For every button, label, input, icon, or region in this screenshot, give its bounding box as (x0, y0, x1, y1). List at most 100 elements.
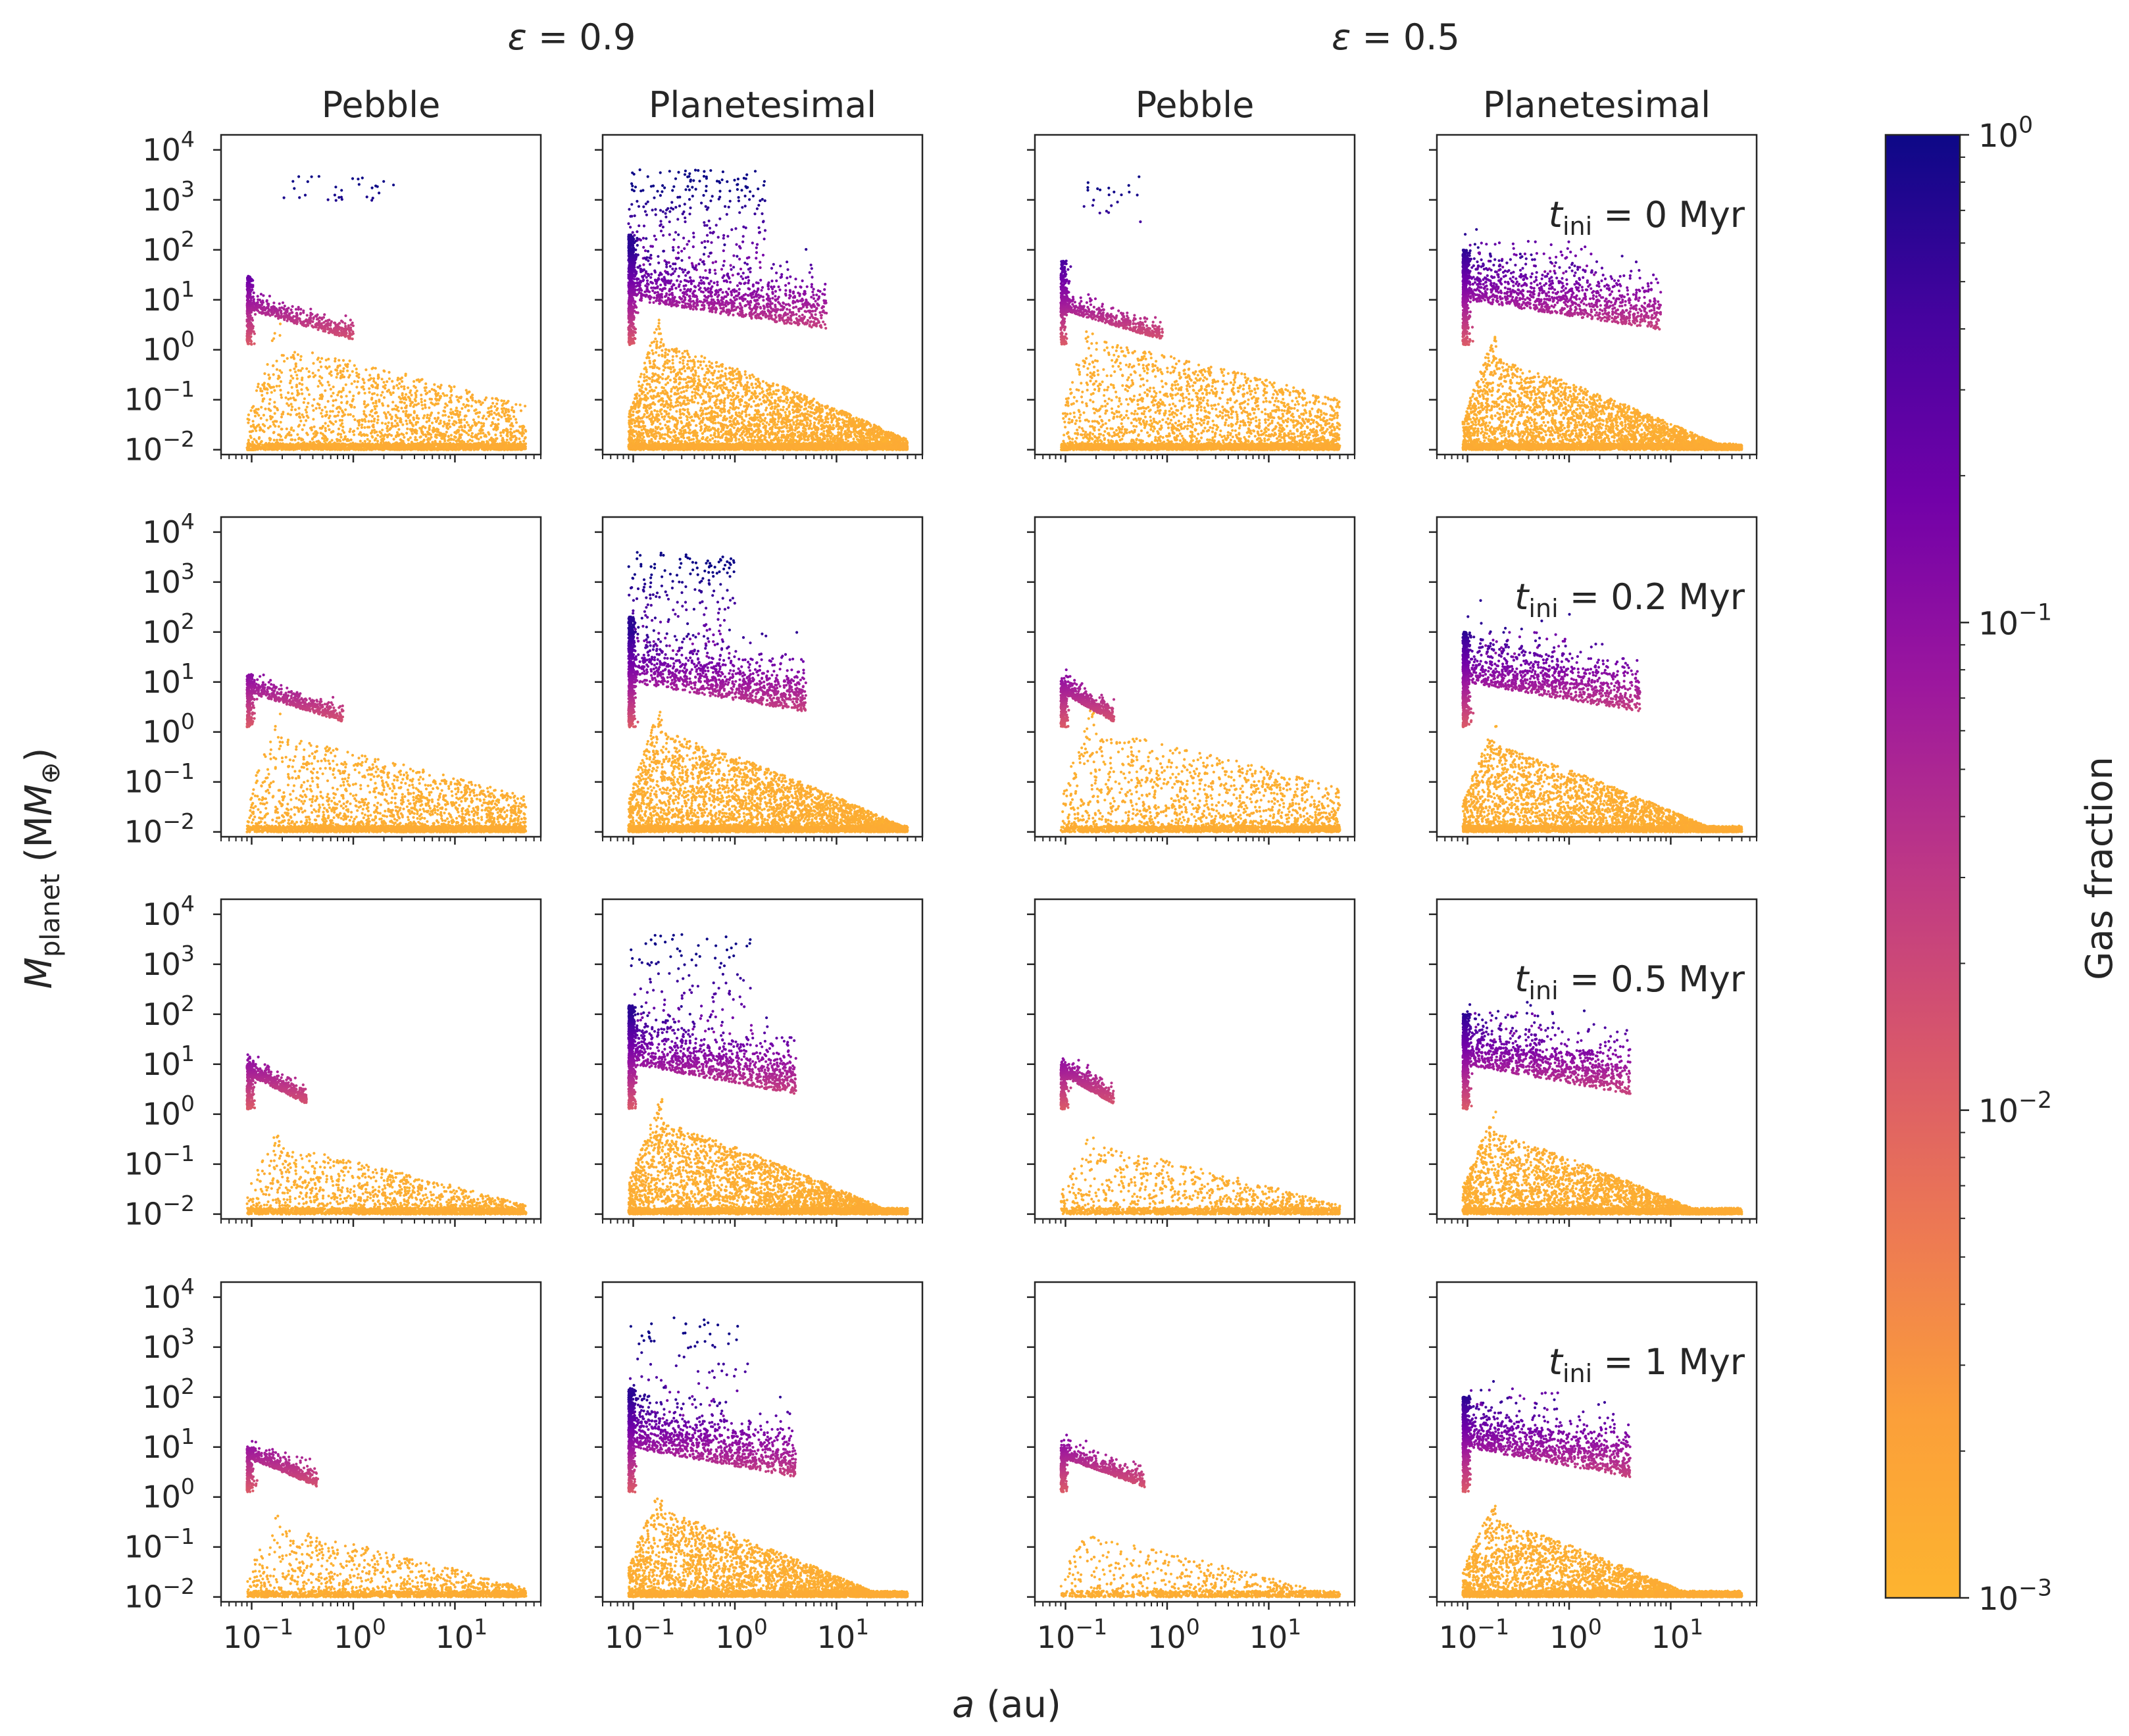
data-point (406, 428, 409, 430)
data-point (268, 398, 271, 401)
data-point (449, 445, 451, 448)
data-point (259, 389, 262, 392)
data-point (309, 441, 311, 443)
data-point (317, 357, 320, 359)
data-point (520, 409, 522, 412)
data-point (388, 443, 391, 445)
data-point (450, 401, 453, 403)
data-point (338, 428, 340, 430)
data-point (434, 440, 436, 443)
data-point (666, 440, 668, 443)
data-point (505, 418, 507, 420)
data-point (263, 306, 265, 309)
data-point (327, 424, 330, 427)
data-point (319, 427, 322, 430)
data-point (247, 414, 250, 416)
data-point (465, 389, 468, 391)
data-point (511, 406, 514, 409)
data-point (388, 378, 391, 380)
data-point (375, 431, 378, 434)
data-point (320, 397, 323, 400)
data-point (313, 443, 315, 445)
data-point (437, 412, 439, 414)
data-point (247, 422, 249, 424)
data-point (435, 420, 438, 423)
data-point (410, 394, 413, 397)
data-point (345, 384, 347, 386)
data-point (395, 444, 397, 447)
data-point (521, 434, 524, 437)
data-point (433, 389, 436, 391)
data-point (289, 413, 292, 416)
data-point (276, 439, 278, 441)
data-point (257, 295, 259, 297)
data-point (639, 376, 641, 378)
data-point (503, 407, 505, 410)
data-point (346, 401, 349, 403)
data-point (303, 397, 306, 400)
data-point (468, 439, 471, 441)
data-point (273, 401, 276, 403)
data-point (384, 434, 386, 436)
data-point (495, 403, 498, 405)
data-point (338, 406, 341, 409)
data-point (352, 398, 355, 401)
data-point (324, 422, 327, 424)
data-point (468, 443, 470, 445)
data-point (374, 439, 376, 441)
data-point (395, 441, 398, 444)
data-point (363, 388, 365, 391)
data-point (442, 410, 445, 412)
data-point (315, 407, 318, 410)
data-point (495, 424, 498, 427)
data-point (351, 441, 354, 444)
data-point (297, 391, 299, 394)
data-point (387, 411, 389, 414)
data-point (403, 442, 405, 445)
data-point (319, 360, 322, 363)
data-point (503, 429, 505, 432)
data-point (409, 391, 411, 394)
data-point (295, 413, 298, 416)
data-point (349, 360, 351, 362)
data-point (312, 362, 314, 364)
data-point (309, 308, 312, 310)
data-point (343, 322, 346, 325)
data-point (494, 434, 497, 436)
data-point (425, 393, 428, 395)
data-point (390, 434, 393, 437)
data-point (303, 401, 305, 404)
data-point (253, 342, 256, 345)
data-point (289, 369, 291, 372)
data-point (426, 414, 429, 416)
data-point (418, 443, 421, 445)
data-point (413, 411, 416, 414)
data-point (509, 424, 512, 427)
data-point (315, 322, 318, 325)
data-point (357, 449, 360, 451)
data-point (316, 313, 318, 316)
data-point (282, 301, 284, 304)
data-point (276, 360, 278, 362)
data-point (339, 433, 342, 435)
data-point (342, 370, 345, 372)
data-point (474, 412, 477, 415)
data-point (396, 416, 399, 419)
data-point (371, 415, 374, 418)
data-point (471, 432, 474, 435)
data-point (396, 434, 399, 436)
data-point (414, 436, 416, 439)
data-point (330, 320, 333, 323)
data-point (439, 387, 441, 389)
data-point (403, 385, 405, 388)
data-point (349, 428, 352, 430)
data-point (294, 409, 297, 411)
data-point (363, 433, 365, 435)
data-point (366, 434, 368, 437)
data-point (317, 369, 320, 372)
data-point (266, 303, 269, 305)
data-point (339, 377, 342, 380)
data-point (345, 443, 347, 446)
data-point (262, 294, 264, 297)
data-point (450, 434, 453, 437)
